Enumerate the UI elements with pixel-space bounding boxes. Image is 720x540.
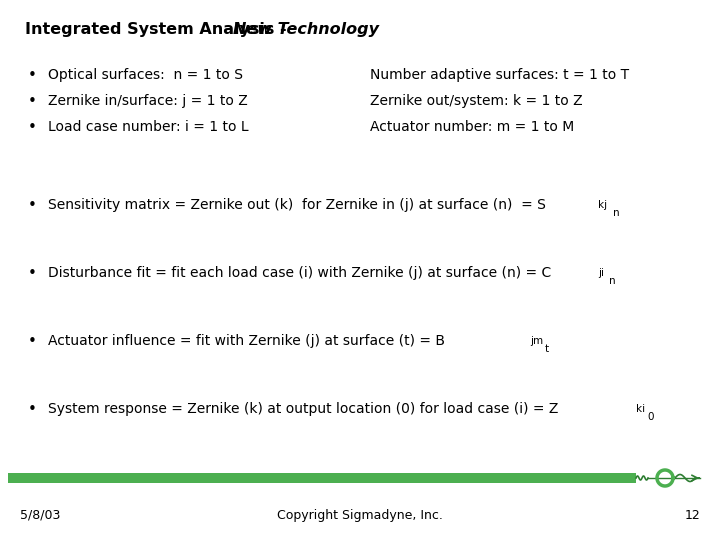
Text: Number adaptive surfaces: t = 1 to T: Number adaptive surfaces: t = 1 to T <box>370 68 629 82</box>
Text: 5/8/03: 5/8/03 <box>20 509 60 522</box>
Text: ki: ki <box>636 404 645 414</box>
Bar <box>8 473 636 483</box>
Text: t: t <box>545 344 549 354</box>
Text: Actuator number: m = 1 to M: Actuator number: m = 1 to M <box>370 120 575 134</box>
Text: •: • <box>28 120 37 135</box>
Text: •: • <box>28 266 37 281</box>
Text: 0: 0 <box>647 412 654 422</box>
Text: jm: jm <box>530 336 543 346</box>
Text: Copyright Sigmadyne, Inc.: Copyright Sigmadyne, Inc. <box>277 509 443 522</box>
Text: •: • <box>28 94 37 109</box>
Text: New Technology: New Technology <box>233 22 379 37</box>
Text: •: • <box>28 198 37 213</box>
Text: n: n <box>613 208 620 218</box>
Text: Integrated System Analysis -: Integrated System Analysis - <box>25 22 292 37</box>
Text: n: n <box>609 276 616 286</box>
Text: •: • <box>28 68 37 83</box>
Text: 12: 12 <box>684 509 700 522</box>
Text: Optical surfaces:  n = 1 to S: Optical surfaces: n = 1 to S <box>48 68 243 82</box>
Text: Sensitivity matrix = Zernike out (k)  for Zernike in (j) at surface (n)  = S: Sensitivity matrix = Zernike out (k) for… <box>48 198 546 212</box>
Text: •: • <box>28 402 37 417</box>
Text: System response = Zernike (k) at output location (0) for load case (i) = Z: System response = Zernike (k) at output … <box>48 402 559 416</box>
Text: kj: kj <box>598 200 607 210</box>
Text: Actuator influence = fit with Zernike (j) at surface (t) = B: Actuator influence = fit with Zernike (j… <box>48 334 445 348</box>
Text: Zernike out/system: k = 1 to Z: Zernike out/system: k = 1 to Z <box>370 94 582 108</box>
Text: Disturbance fit = fit each load case (i) with Zernike (j) at surface (n) = C: Disturbance fit = fit each load case (i)… <box>48 266 552 280</box>
Text: Load case number: i = 1 to L: Load case number: i = 1 to L <box>48 120 248 134</box>
Text: Zernike in/surface: j = 1 to Z: Zernike in/surface: j = 1 to Z <box>48 94 248 108</box>
Text: ji: ji <box>598 268 604 278</box>
Text: •: • <box>28 334 37 349</box>
